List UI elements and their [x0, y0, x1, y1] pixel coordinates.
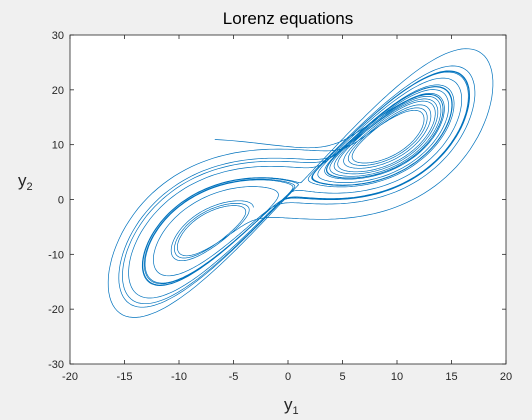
- chart-title: Lorenz equations: [223, 9, 353, 28]
- y-tick-label: 0: [58, 195, 64, 207]
- y-tick-label: 30: [52, 30, 64, 42]
- x-tick-label: -15: [117, 371, 133, 383]
- y-axis-label-base: y: [18, 171, 27, 190]
- x-tick-label: 5: [339, 371, 345, 383]
- y-tick-label: -30: [48, 359, 64, 371]
- x-tick-label: 10: [391, 371, 403, 383]
- y-tick-label: 10: [52, 140, 64, 152]
- y-tick-label: -10: [48, 249, 64, 261]
- axes-background: [70, 35, 506, 364]
- x-tick-label: -20: [62, 371, 78, 383]
- x-tick-label: 0: [285, 371, 291, 383]
- x-axis-label: y1: [284, 395, 299, 417]
- x-axis-label-subscript: 1: [293, 405, 299, 417]
- y-axis-label-subscript: 2: [27, 181, 33, 193]
- x-tick-label: 20: [500, 371, 512, 383]
- x-axis-label-base: y: [284, 395, 293, 414]
- y-tick-label: 20: [52, 85, 64, 97]
- x-tick-label: 15: [445, 371, 457, 383]
- y-tick-label: -20: [48, 304, 64, 316]
- x-axis-ticks: -20 -15 -10 -5 0 5 10 15 20: [62, 35, 512, 383]
- y-axis-ticks: -30 -20 -10 0 10 20 30: [48, 30, 506, 371]
- x-tick-label: -10: [171, 371, 187, 383]
- plot-layer: [107, 48, 494, 318]
- trajectory-line: [107, 48, 494, 318]
- x-tick-label: -5: [229, 371, 239, 383]
- y-axis-label: y2: [18, 171, 33, 193]
